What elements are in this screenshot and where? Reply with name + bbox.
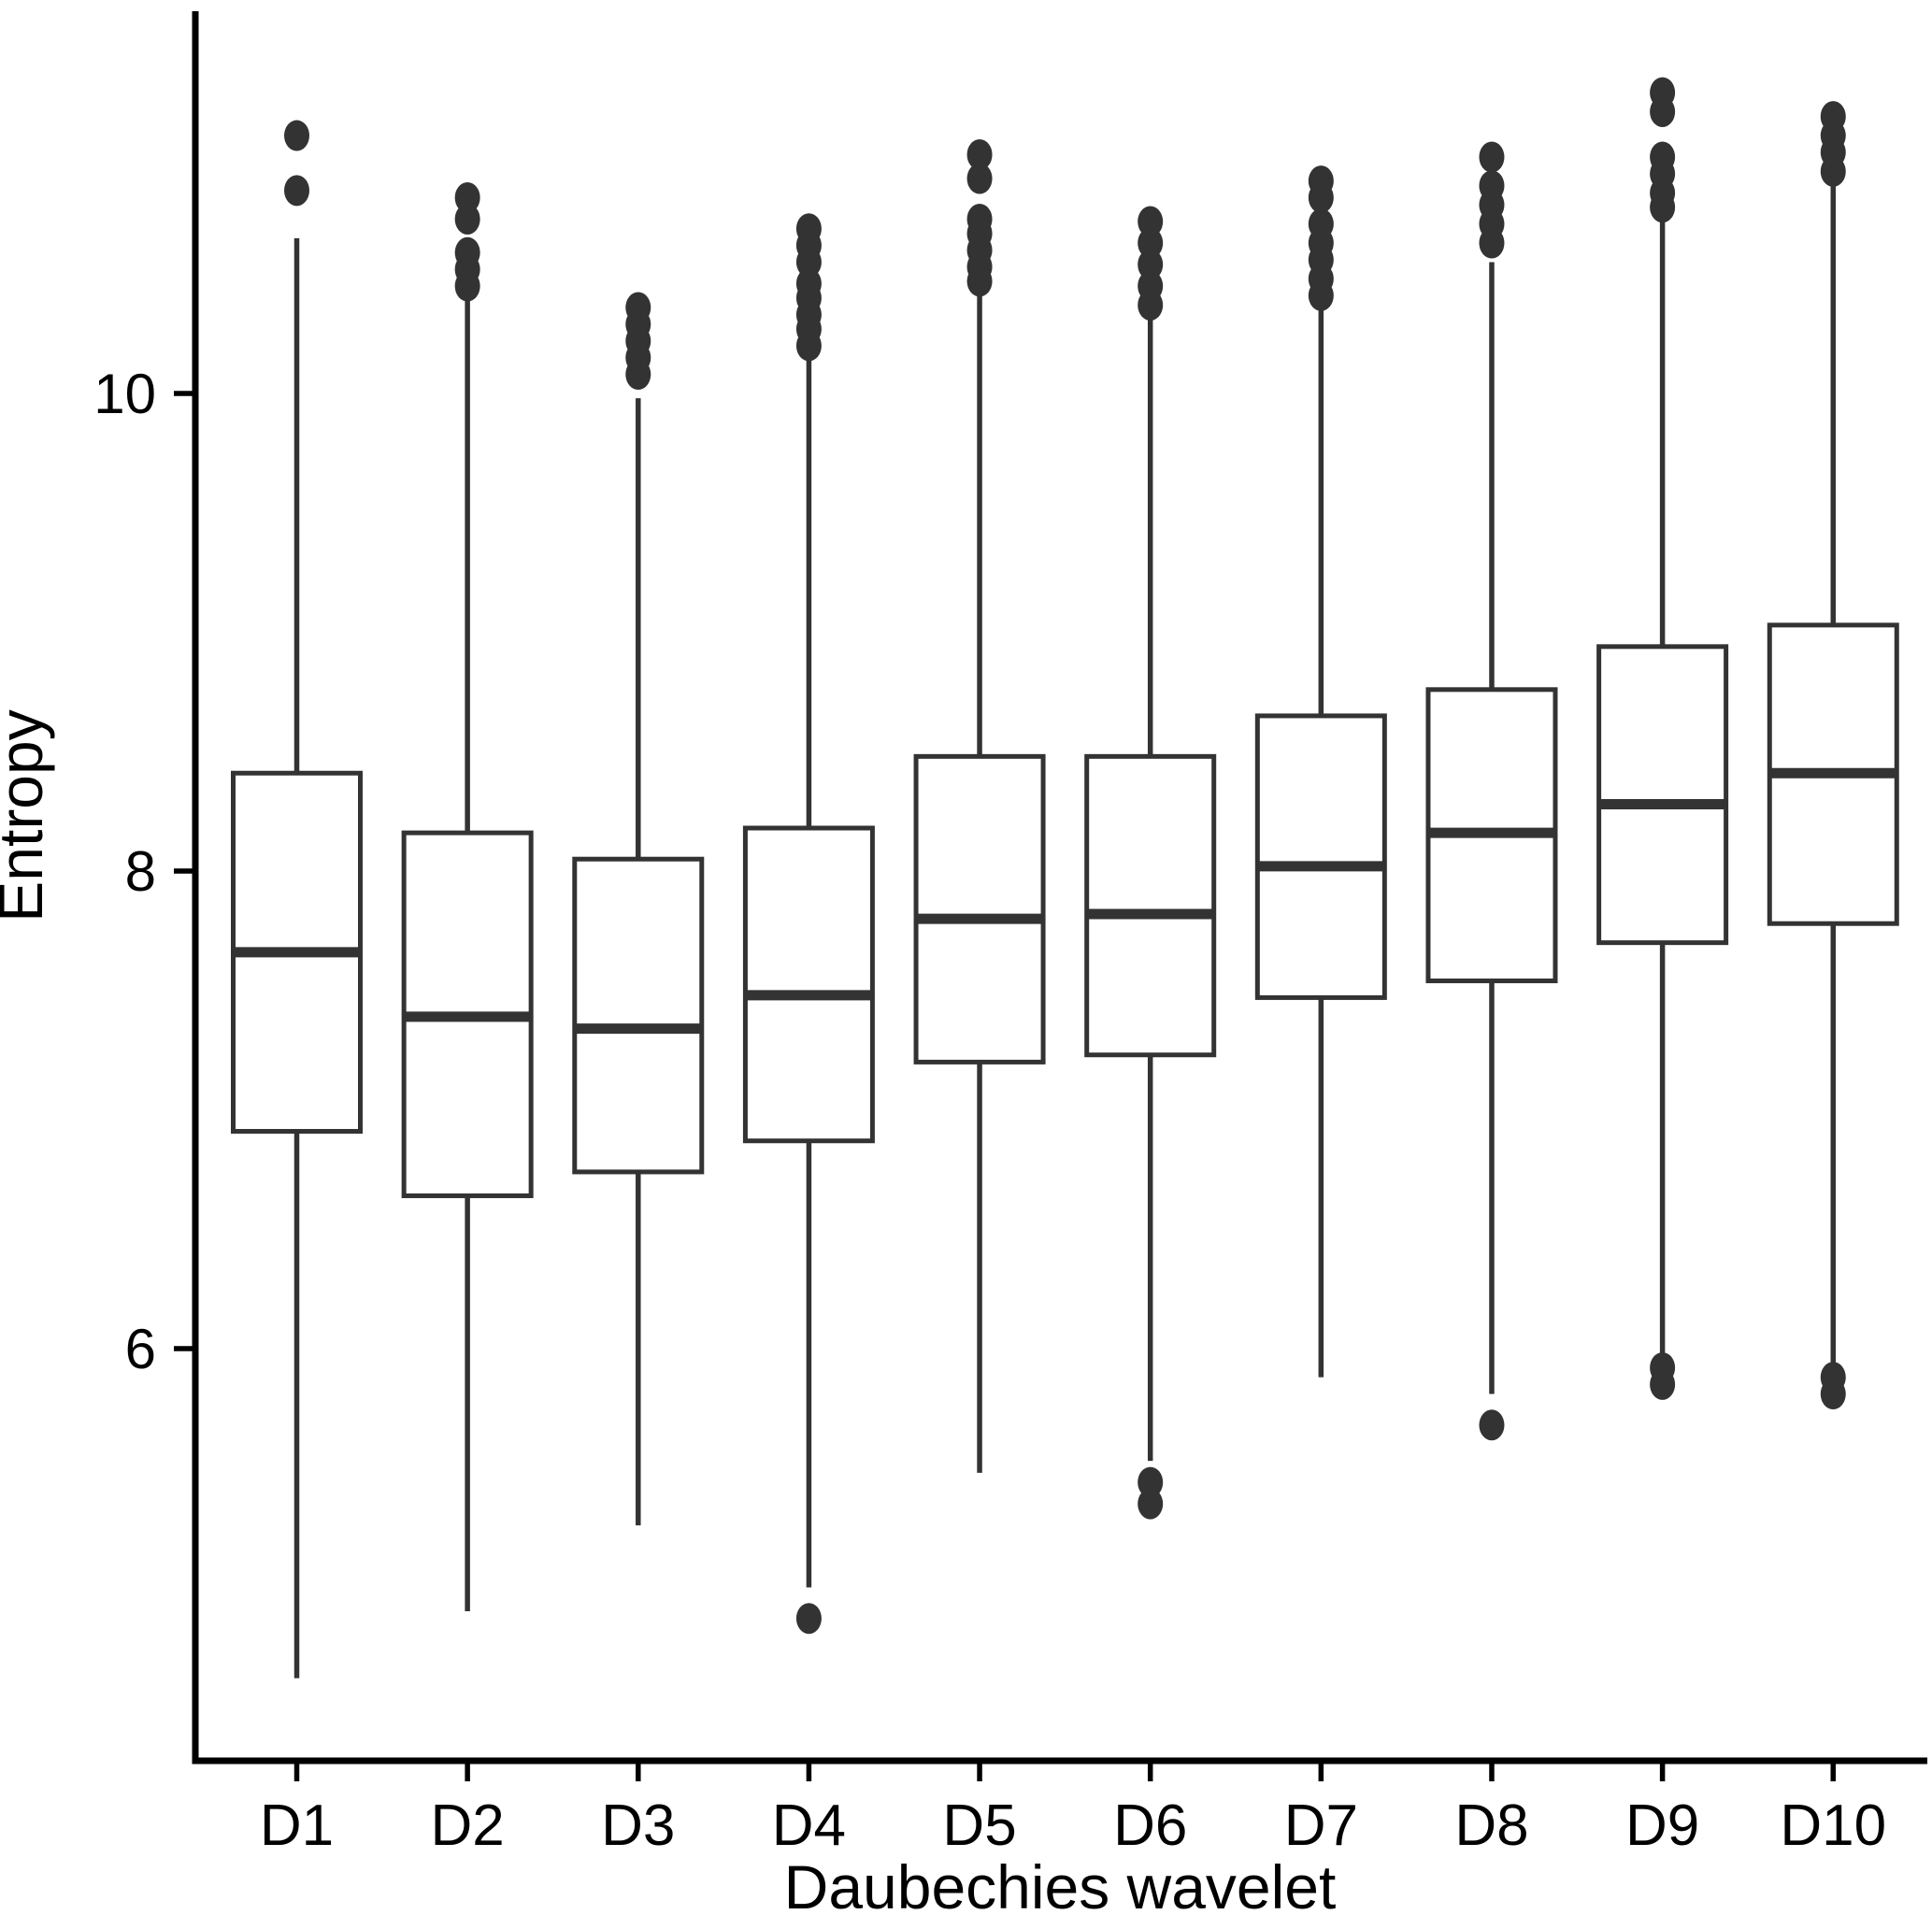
x-axis-title: Daubechies wavelet	[784, 1852, 1337, 1922]
outlier-dot	[1479, 141, 1505, 173]
outlier-dot	[795, 1603, 822, 1635]
outlier-dot	[966, 139, 993, 170]
outlier-dot	[1138, 270, 1164, 302]
outlier-dot	[1138, 1488, 1164, 1520]
outlier-dot	[1820, 101, 1846, 133]
outlier-dot	[1308, 165, 1334, 197]
outlier-dot	[966, 203, 993, 235]
boxplot-D10	[1767, 101, 1899, 1410]
iqr-box	[1596, 644, 1729, 946]
outlier-dot	[1479, 170, 1505, 202]
outlier-dot	[284, 175, 309, 207]
x-tick-label: D9	[1625, 1793, 1699, 1858]
boxplot-D2	[401, 181, 534, 1612]
outlier-dot	[1820, 1362, 1846, 1393]
x-tick-label: D4	[772, 1793, 846, 1858]
boxplot-D5	[913, 139, 1046, 1473]
outlier-dot	[1650, 141, 1676, 173]
boxplot-D1	[231, 120, 363, 1679]
outlier-dot	[1650, 77, 1676, 108]
x-tick-label: D6	[1113, 1793, 1187, 1858]
boxplot-D6	[1084, 206, 1217, 1520]
x-tick-label: D1	[260, 1793, 334, 1858]
boxplot-D9	[1596, 77, 1729, 1400]
boxplot-D3	[572, 292, 705, 1526]
iqr-box	[742, 825, 875, 1144]
y-tick-label: 8	[125, 840, 156, 903]
iqr-box	[913, 753, 1046, 1065]
iqr-box	[572, 856, 705, 1175]
plot-area: 6 8 10 D1 D2 D3 D4 D5 D6 D7 D8 D9 D10	[93, 11, 1927, 1858]
outlier-dot	[966, 163, 993, 194]
outlier-dot	[454, 203, 480, 235]
outlier-dot	[1138, 206, 1164, 237]
y-tick-label: 10	[93, 363, 156, 425]
boxplot-D4	[742, 213, 875, 1635]
outlier-dot	[284, 120, 309, 151]
outlier-dot	[795, 267, 822, 299]
iqr-box	[1084, 753, 1217, 1058]
outlier-dot	[1138, 227, 1164, 259]
x-tick-label: D2	[431, 1793, 505, 1858]
x-tick-label: D7	[1284, 1793, 1358, 1858]
outlier-dot	[454, 181, 480, 213]
x-tick-label: D3	[601, 1793, 675, 1858]
x-tick-label: D8	[1454, 1793, 1528, 1858]
outlier-dot	[1650, 1351, 1676, 1383]
x-tick-label: D5	[942, 1793, 1016, 1858]
iqr-box	[1254, 713, 1387, 1000]
outlier-dot	[795, 213, 822, 245]
outlier-dot	[454, 236, 480, 268]
outlier-dot	[1479, 1409, 1505, 1441]
outlier-dot	[1138, 1466, 1164, 1498]
outlier-dot	[625, 292, 651, 323]
boxplot-D7	[1254, 165, 1387, 1378]
boxplot-D8	[1425, 141, 1558, 1441]
outlier-dot	[1308, 208, 1334, 240]
outlier-dot	[1138, 249, 1164, 280]
x-tick-label: D10	[1780, 1793, 1886, 1858]
y-axis-title: Entropy	[0, 709, 55, 922]
y-tick-label: 6	[125, 1318, 156, 1380]
